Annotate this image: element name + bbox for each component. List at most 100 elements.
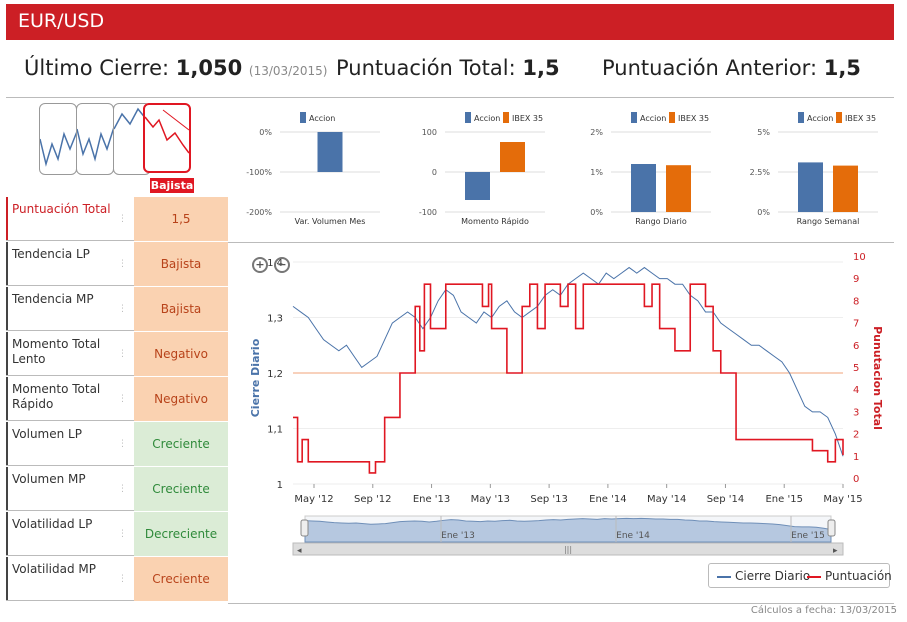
bar-legend-label: IBEX 35 (845, 114, 876, 123)
total-score-value: 1,5 (522, 56, 560, 80)
previous-score-label: Puntuación Anterior: (602, 56, 818, 80)
last-close-value: 1,050 (175, 56, 243, 80)
main-right-tick: 3 (853, 407, 859, 418)
divider-top (6, 97, 894, 98)
bar-tick-label: 100 (422, 128, 437, 137)
main-x-tick: May '13 (471, 494, 510, 505)
metric-name: Volumen MP (6, 467, 134, 510)
total-score-label: Puntuación Total: (336, 56, 516, 80)
legend-score[interactable]: Puntuación (807, 569, 892, 583)
drag-handle-icon[interactable]: ⋮ (118, 394, 127, 404)
bar-legend-swatch (836, 112, 842, 123)
divider-bottom (228, 603, 894, 604)
legend-score-label: Puntuación (825, 569, 892, 583)
navigator-handle-right[interactable] (827, 519, 836, 537)
navigator-handle-left[interactable] (300, 519, 309, 537)
bar-legend-swatch (503, 112, 509, 123)
bar-tick-label: 0% (259, 128, 272, 137)
metric-value: Creciente (134, 422, 228, 466)
drag-handle-icon[interactable]: ⋮ (118, 214, 127, 224)
main-right-tick: 6 (853, 341, 859, 352)
scroll-right-icon: ▸ (833, 546, 838, 556)
previous-score-value: 1,5 (823, 56, 861, 80)
main-x-tick: May '15 (823, 494, 862, 505)
legend-price[interactable]: Cierre Diario (717, 569, 810, 583)
bar-mark (833, 165, 858, 212)
metric-row[interactable]: Volumen MP ⋮ Creciente (6, 467, 228, 511)
bar-legend-label: Accion (474, 114, 500, 123)
metric-value: Bajista (134, 242, 228, 286)
main-right-tick: 2 (853, 430, 859, 441)
chart-legend: Cierre Diario Puntuación (708, 563, 892, 588)
metric-row[interactable]: Momento Total Rápido ⋮ Negativo (6, 377, 228, 421)
bar-legend-label: Accion (309, 114, 335, 123)
bar-chart-title: Rango Semanal (797, 217, 860, 226)
metric-value: Creciente (134, 467, 228, 511)
bar-mark (465, 172, 490, 200)
metric-row[interactable]: Momento Total Lento ⋮ Negativo (6, 332, 228, 376)
metric-row[interactable]: Tendencia LP ⋮ Bajista (6, 242, 228, 286)
navigator-area (304, 517, 832, 543)
bar-legend-label: IBEX 35 (512, 114, 543, 123)
main-x-tick: Ene '13 (413, 494, 450, 505)
bar-legend-swatch (465, 112, 471, 123)
navigator-label: Ene '14 (616, 531, 650, 541)
navigator-scrollbar[interactable] (292, 542, 844, 556)
scroll-left-icon: ◂ (297, 546, 302, 556)
drag-handle-icon[interactable]: ⋮ (118, 259, 127, 269)
trend-thumb-lateral[interactable] (76, 103, 114, 175)
last-close: Último Cierre: 1,050 (13/03/2015) (24, 56, 327, 80)
bar-mark (798, 162, 823, 212)
metric-row[interactable]: Volatilidad MP ⋮ Creciente (6, 557, 228, 601)
title-bar: EUR/USD (6, 4, 894, 40)
metric-name: Volatilidad LP (6, 512, 134, 555)
trend-thumb-bajista[interactable] (143, 103, 191, 173)
metric-value: Decreciente (134, 512, 228, 556)
navigator-label: Ene '13 (441, 531, 475, 541)
main-left-axis-title: Cierre Diario (249, 338, 262, 417)
page-title: EUR/USD (18, 10, 105, 32)
zoom-in-icon[interactable]: + (252, 257, 268, 273)
main-x-tick: Sep '14 (707, 494, 745, 505)
bar-charts: 0% -100% -200% Accion Var. Volumen Mes 100 0 -1… (246, 112, 878, 226)
legend-score-swatch (807, 575, 821, 578)
main-right-tick: 0 (853, 474, 859, 485)
bar-legend-swatch (798, 112, 804, 123)
metric-name: Puntuación Total (6, 197, 134, 240)
metric-value: Creciente (134, 557, 228, 601)
trend-thumb-line (40, 131, 76, 167)
last-close-date: (13/03/2015) (248, 64, 328, 78)
bar-mark (500, 142, 525, 172)
bar-legend-label: Accion (807, 114, 833, 123)
metric-row[interactable]: Volumen LP ⋮ Creciente (6, 422, 228, 466)
bar-tick-label: 0 (432, 168, 437, 177)
drag-handle-icon[interactable]: ⋮ (118, 529, 127, 539)
bar-tick-label: -200% (246, 208, 272, 217)
zoom-out-icon[interactable]: − (274, 257, 290, 273)
trend-thumb-line (77, 127, 113, 162)
main-right-tick: 4 (853, 385, 859, 396)
drag-handle-icon[interactable]: ⋮ (118, 574, 127, 584)
metric-name: Volumen LP (6, 422, 134, 465)
metric-row[interactable]: Volatilidad LP ⋮ Decreciente (6, 512, 228, 556)
main-right-tick: 9 (853, 274, 859, 285)
bar-mark (666, 165, 691, 212)
bar-chart-title: Rango Diario (635, 217, 687, 226)
bar-tick-label: 0% (590, 208, 603, 217)
bar-chart-title: Momento Rápido (461, 217, 529, 226)
bar-tick-label: 5% (757, 128, 770, 137)
drag-handle-icon[interactable]: ⋮ (118, 304, 127, 314)
main-right-tick: 5 (853, 363, 859, 374)
drag-handle-icon[interactable]: ⋮ (118, 484, 127, 494)
metric-row[interactable]: Tendencia MP ⋮ Bajista (6, 287, 228, 331)
metric-row[interactable]: Puntuación Total ⋮ 1,5 (6, 197, 228, 241)
drag-handle-icon[interactable]: ⋮ (118, 439, 127, 449)
total-score: Puntuación Total: 1,5 (336, 56, 560, 80)
trend-thumb-line (145, 109, 189, 154)
main-left-tick: 1,3 (267, 314, 283, 325)
drag-handle-icon[interactable]: ⋮ (118, 349, 127, 359)
main-right-tick: 1 (853, 452, 859, 463)
main-right-tick: 7 (853, 319, 859, 330)
summary-bar: Último Cierre: 1,050 (13/03/2015) Puntua… (0, 56, 907, 88)
trend-selector: Bajista (37, 103, 194, 193)
